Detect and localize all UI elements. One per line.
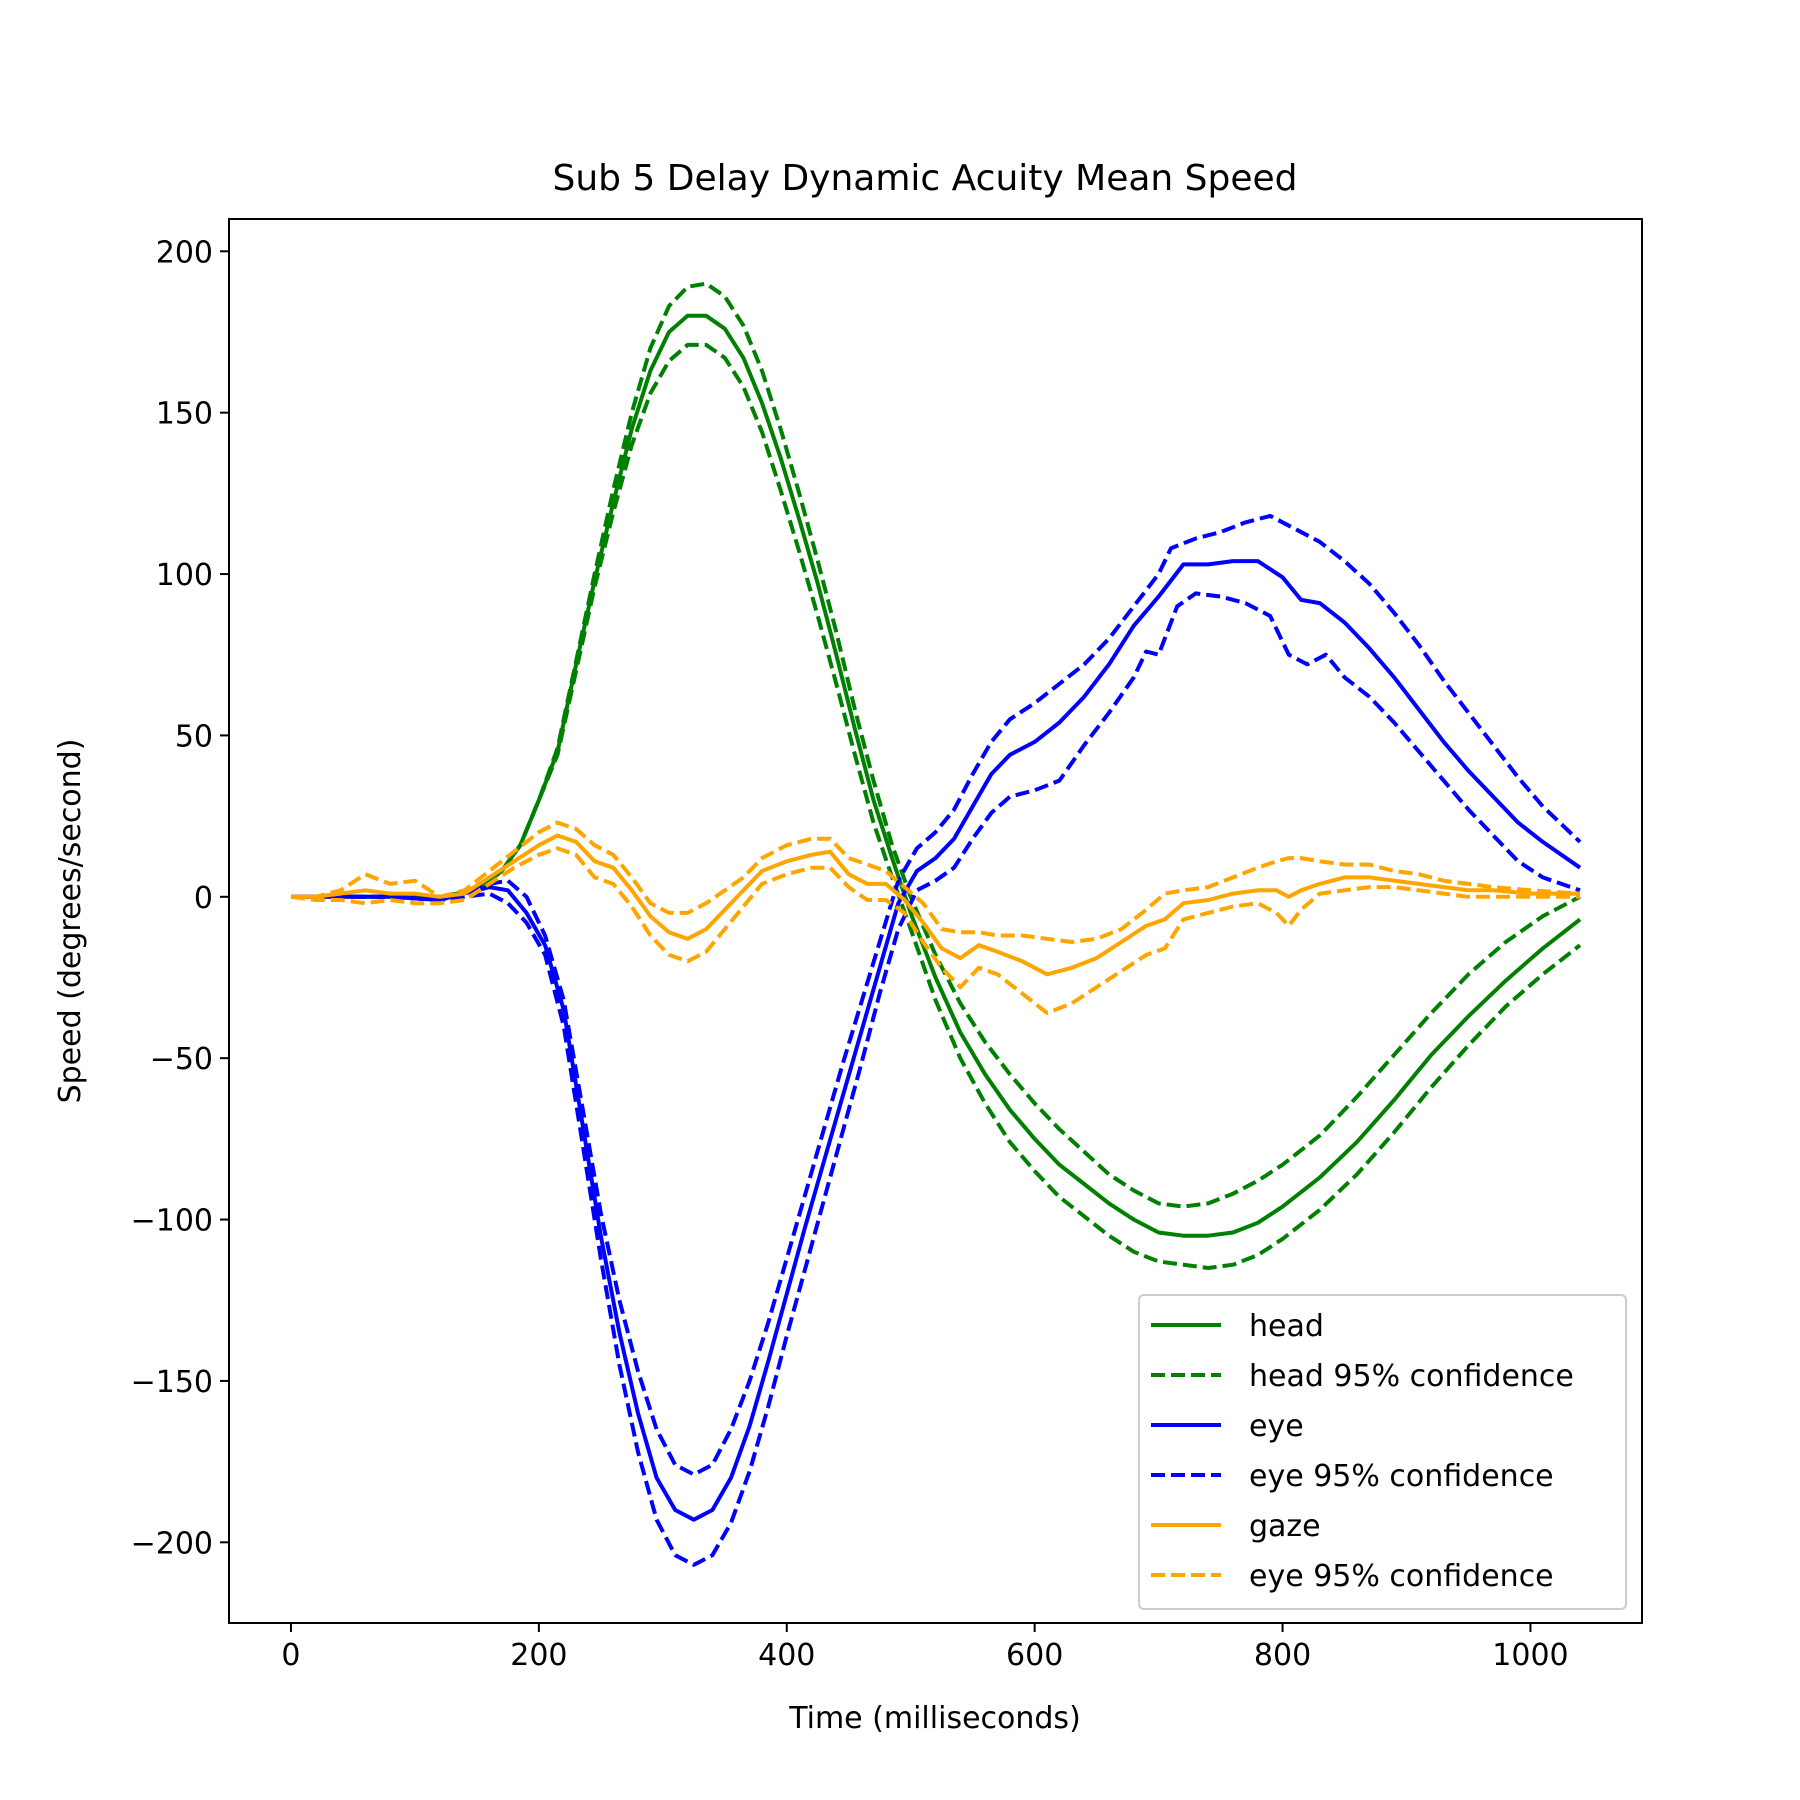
series-line-3 <box>291 559 1582 1522</box>
y-tick-label: 150 <box>156 397 213 432</box>
y-tick-label: 0 <box>194 881 213 916</box>
series-line-4 <box>291 513 1582 1477</box>
legend: head head 95% confidence eye eye 95% confid… <box>1138 1294 1627 1610</box>
plot-area <box>290 281 1582 1567</box>
x-tick-label: 0 <box>281 1638 300 1673</box>
y-tick-label: −150 <box>131 1365 213 1400</box>
legend-label: head 95% confidence <box>1249 1359 1574 1394</box>
x-tick-label: 1000 <box>1492 1638 1568 1673</box>
legend-box <box>1138 1294 1627 1610</box>
x-tick-label: 800 <box>1254 1638 1311 1673</box>
y-tick-label: −50 <box>150 1042 213 1077</box>
x-axis: 0 200 400 600 800 1000 <box>281 1623 1569 1673</box>
series-line-6 <box>291 833 1580 977</box>
plot-frame <box>228 218 1643 1624</box>
x-tick-label: 600 <box>1006 1638 1063 1673</box>
legend-label: eye <box>1249 1409 1304 1444</box>
y-axis-label: Speed (degrees/second) <box>53 739 88 1104</box>
x-axis-label: Time (milliseconds) <box>788 1701 1081 1736</box>
series-line-8 <box>290 846 1580 1015</box>
y-tick-label: −200 <box>131 1526 213 1561</box>
x-tick-label: 200 <box>510 1638 567 1673</box>
series-line-2 <box>291 342 1582 1270</box>
legend-label: eye 95% confidence <box>1249 1559 1554 1594</box>
y-axis: 200 150 100 50 0 −50 −100 −150 −200 <box>131 235 229 1561</box>
y-tick-label: −100 <box>131 1204 213 1239</box>
series-layer <box>290 281 1582 1567</box>
y-tick-label: 200 <box>156 235 213 270</box>
legend-label: eye 95% confidence <box>1249 1459 1554 1494</box>
legend-label: gaze <box>1249 1509 1321 1544</box>
legend-label: head <box>1249 1309 1324 1344</box>
series-line-7 <box>291 820 1581 944</box>
y-tick-label: 50 <box>175 719 213 754</box>
series-line-5 <box>291 591 1581 1567</box>
x-tick-label: 400 <box>758 1638 815 1673</box>
y-tick-label: 100 <box>156 558 213 593</box>
chart-title: Sub 5 Delay Dynamic Acuity Mean Speed <box>552 158 1297 199</box>
